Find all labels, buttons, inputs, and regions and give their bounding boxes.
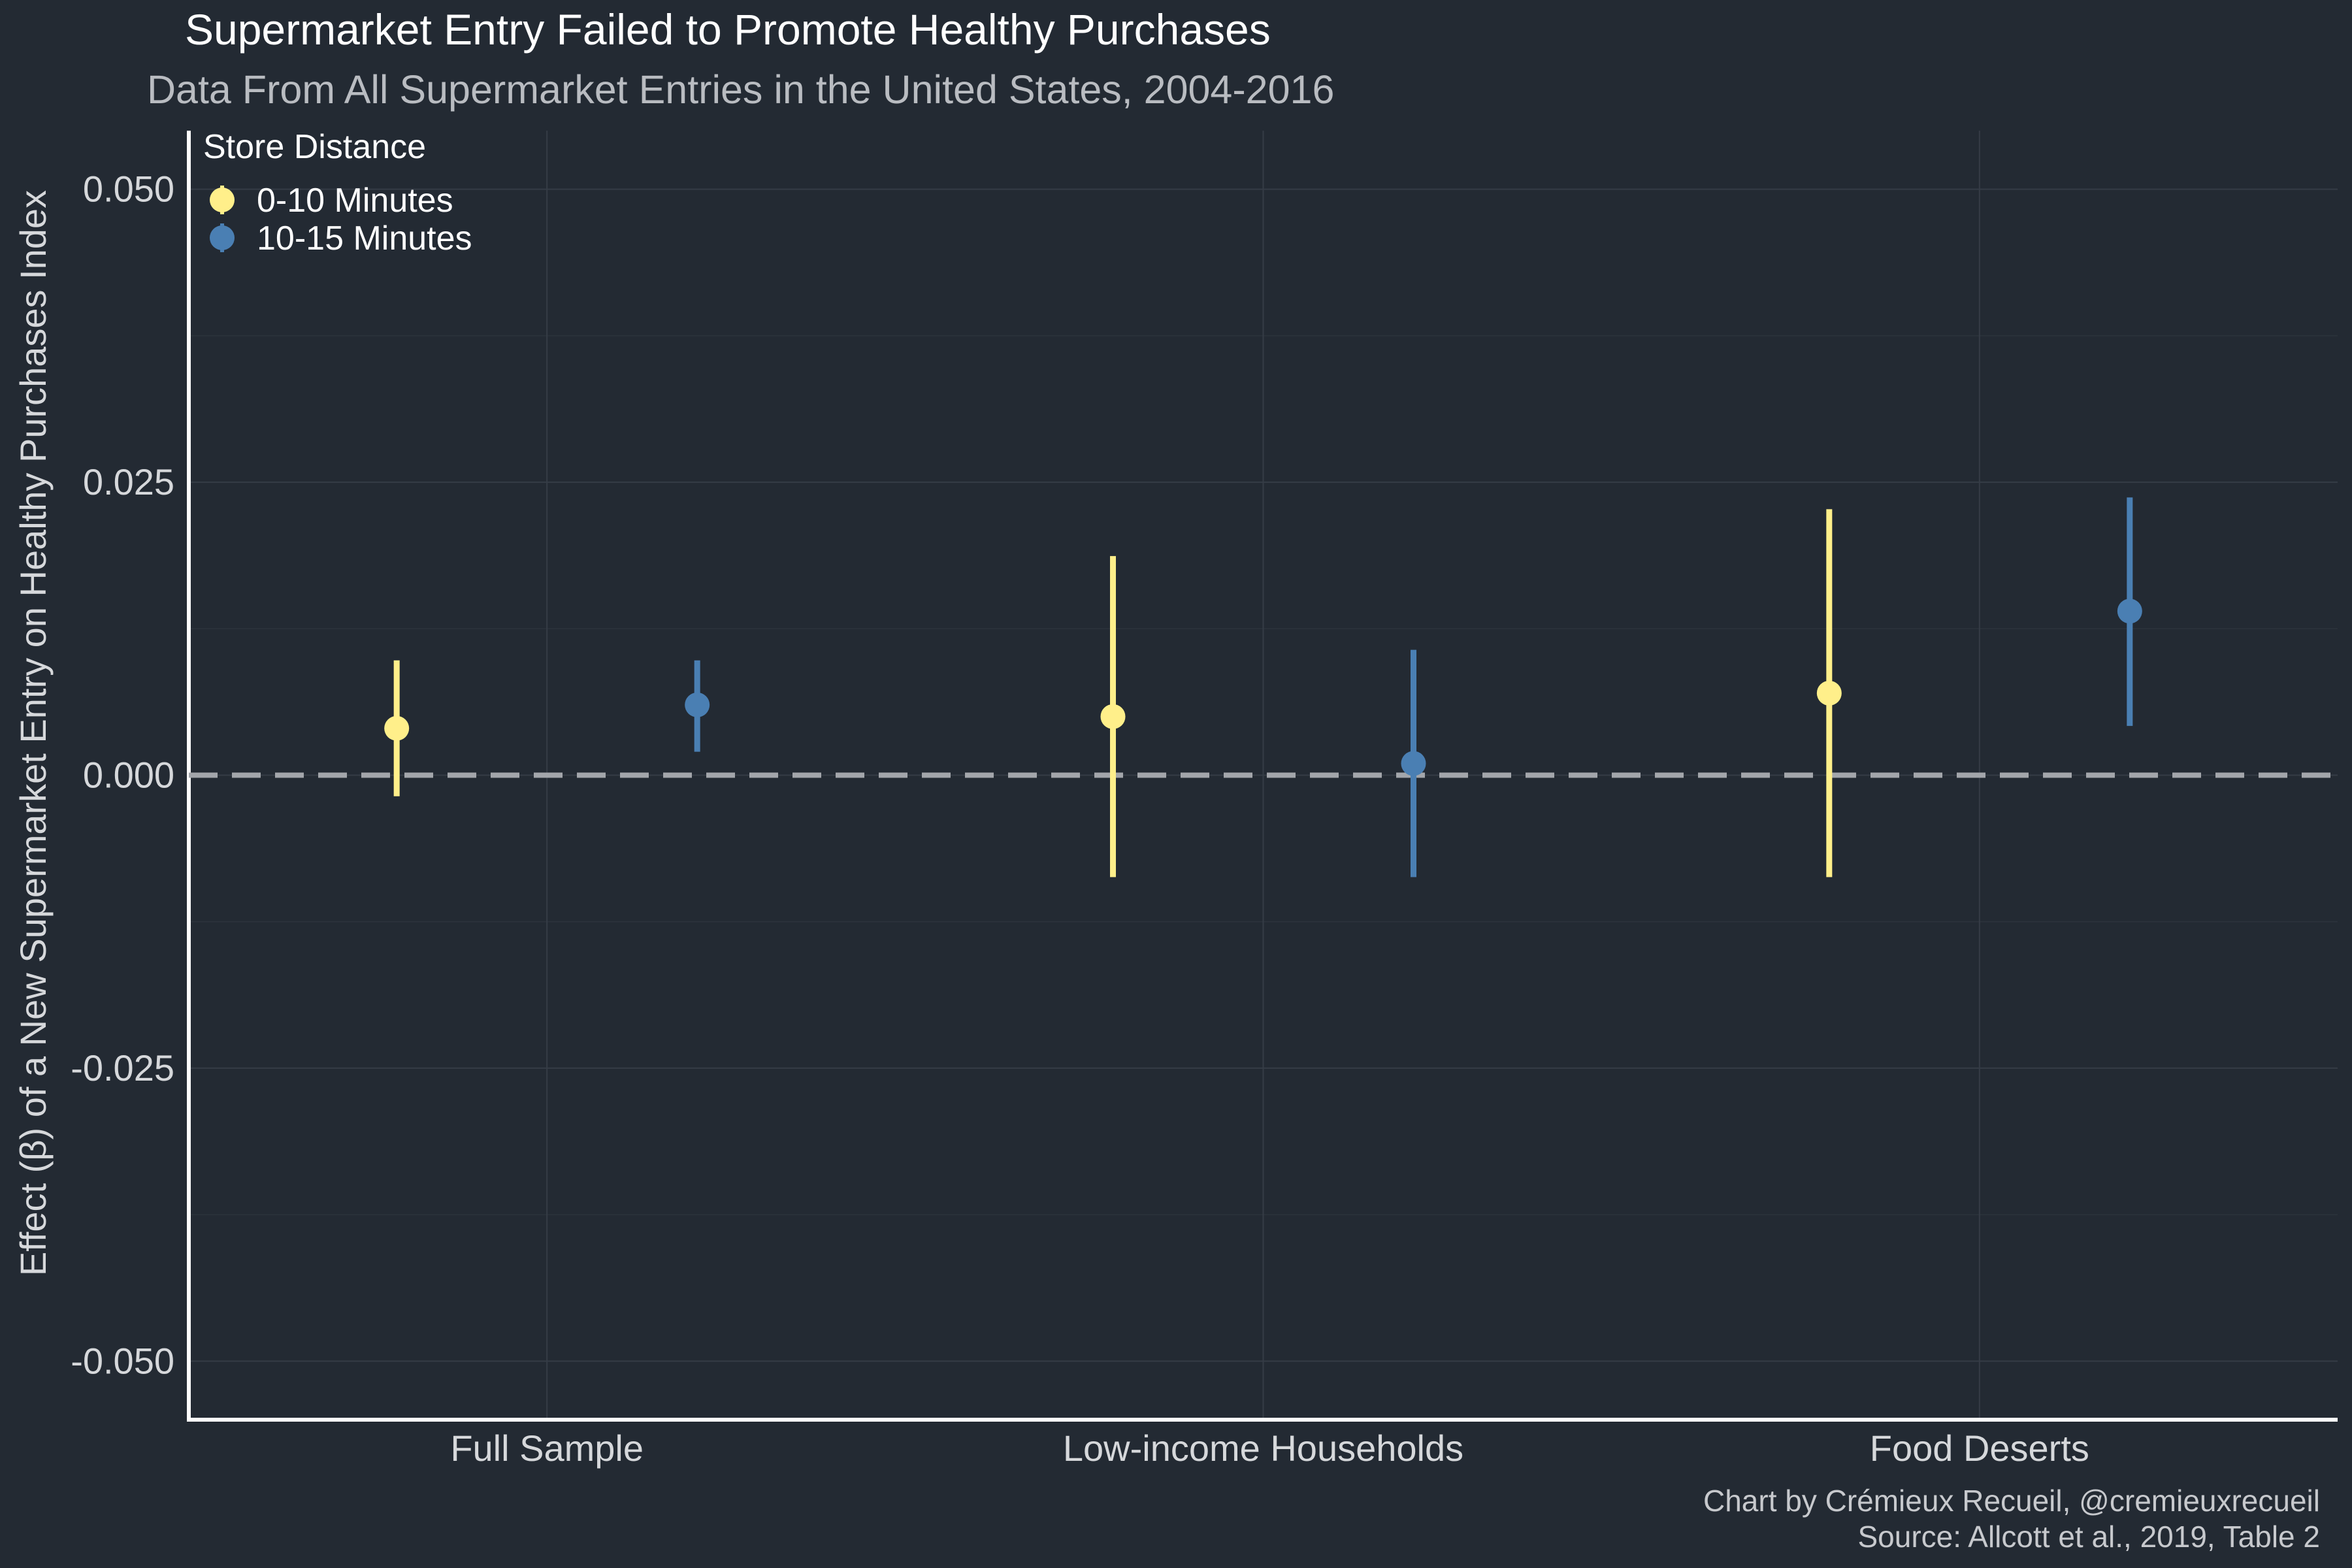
legend-item: 10-15 Minutes [210, 220, 472, 257]
chart-title: Supermarket Entry Failed to Promote Heal… [185, 5, 1271, 54]
x-tick-label: Food Deserts [1870, 1428, 2089, 1469]
y-tick-label: 0.000 [83, 755, 174, 796]
data-point [1816, 680, 1842, 706]
y-tick-label: -0.025 [71, 1047, 174, 1088]
legend-label: 10-15 Minutes [257, 220, 472, 257]
x-tick-label: Full Sample [450, 1428, 644, 1469]
data-point [685, 692, 710, 717]
y-tick-label: -0.050 [71, 1340, 174, 1381]
data-point [1401, 751, 1426, 776]
y-tick-label: 0.025 [83, 461, 174, 502]
legend-item: 0-10 Minutes [210, 182, 453, 220]
x-tick-label: Low-income Households [1063, 1428, 1463, 1469]
text-layer: Supermarket Entry Failed to Promote Heal… [12, 5, 2320, 1554]
chart-subtitle: Data From All Supermarket Entries in the… [147, 67, 1334, 112]
marks-layer [189, 497, 2338, 877]
data-point [2117, 598, 2142, 624]
legend-label: 0-10 Minutes [257, 182, 453, 220]
legend-title: Store Distance [203, 128, 426, 166]
y-tick-label: 0.050 [83, 169, 174, 210]
legend-swatch [210, 225, 235, 250]
legend-swatch [210, 188, 235, 212]
y-axis-label: Effect (β) of a New Supermarket Entry on… [12, 190, 54, 1276]
caption-credit: Chart by Crémieux Recueil, @cremieuxrecu… [1703, 1484, 2320, 1518]
data-point [384, 715, 410, 741]
data-point [1100, 704, 1126, 729]
caption-source: Source: Allcott et al., 2019, Table 2 [1858, 1520, 2321, 1554]
